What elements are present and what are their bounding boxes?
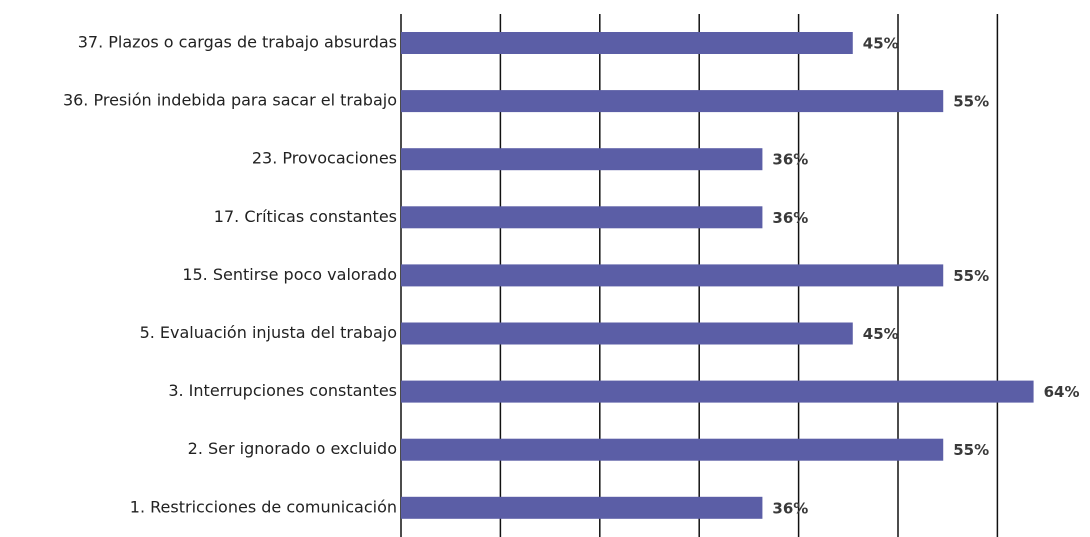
category-label: 3. Interrupciones constantes <box>168 381 397 400</box>
value-label: 55% <box>953 267 989 285</box>
bar <box>401 322 853 345</box>
bar <box>401 148 763 171</box>
value-label: 55% <box>953 93 989 111</box>
category-label: 23. Provocaciones <box>252 149 397 168</box>
value-label: 36% <box>772 499 808 517</box>
category-label: 17. Críticas constantes <box>214 207 397 226</box>
category-label: 1. Restricciones de comunicación <box>130 497 397 516</box>
value-label: 36% <box>772 151 808 169</box>
bar <box>401 90 944 113</box>
bar <box>401 264 944 287</box>
bar <box>401 32 853 54</box>
bar <box>401 496 763 519</box>
category-label: 2. Ser ignorado o excluido <box>188 439 397 458</box>
value-label: 55% <box>953 441 989 459</box>
category-label: 37. Plazos o cargas de trabajo absurdas <box>78 33 397 52</box>
bar <box>401 438 944 461</box>
value-label: 36% <box>772 209 808 227</box>
category-label: 36. Presión indebida para sacar el traba… <box>63 91 397 110</box>
bar <box>401 380 1034 403</box>
category-label: 15. Sentirse poco valorado <box>182 265 397 284</box>
value-label: 64% <box>1044 383 1080 401</box>
bar <box>401 206 763 229</box>
category-label: 5. Evaluación injusta del trabajo <box>140 323 397 342</box>
value-label: 45% <box>863 325 899 343</box>
value-label: 45% <box>863 35 899 53</box>
